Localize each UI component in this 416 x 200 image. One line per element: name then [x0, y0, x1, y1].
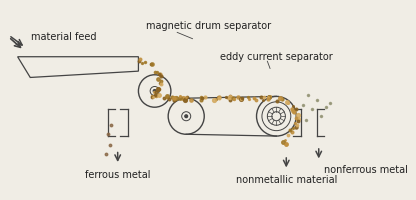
Circle shape: [154, 90, 156, 92]
Text: nonmetallic material: nonmetallic material: [235, 175, 337, 185]
Text: ferrous metal: ferrous metal: [85, 170, 151, 180]
Text: magnetic drum separator: magnetic drum separator: [146, 21, 271, 31]
Text: eddy current separator: eddy current separator: [220, 52, 333, 62]
Text: nonferrous metal: nonferrous metal: [324, 165, 408, 175]
Text: material feed: material feed: [31, 32, 97, 42]
Circle shape: [185, 115, 188, 118]
